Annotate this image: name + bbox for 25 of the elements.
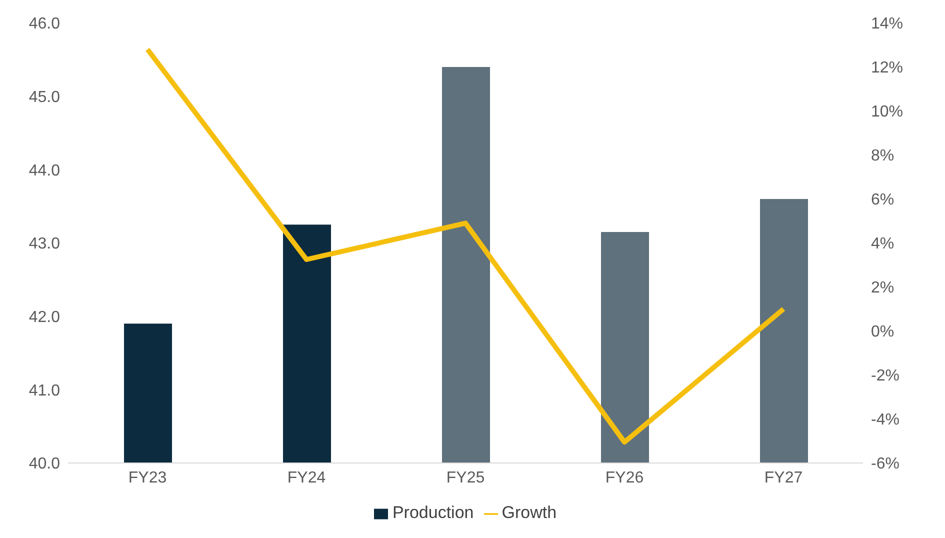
y-tick-label: 46.0 [28,16,60,33]
y-tick-label: 45.0 [28,89,60,106]
y-tick-label: 43.0 [28,236,60,253]
y2-tick-label: 8% [871,148,894,165]
y-tick-label: 41.0 [28,382,60,400]
y-tick-label: 40.0 [28,456,60,473]
y2-tick-label: 12% [871,60,904,77]
y2-tick-label: 6% [871,192,894,209]
x-tick-label: FY26 [605,469,644,486]
legend-label: Growth [502,503,557,522]
x-tick-label: FY24 [287,469,326,486]
x-tick-label: FY23 [128,469,167,486]
y2-tick-label: 4% [871,236,894,253]
y2-tick-label: 0% [871,324,894,341]
y2-tick-label: 2% [871,280,894,297]
y2-tick-label: -6% [871,456,900,473]
y-tick-label: 44.0 [28,162,60,180]
x-tick-label: FY27 [764,469,803,486]
y2-tick-label: -2% [871,368,900,385]
y-tick-label: 42.0 [28,309,60,326]
y2-tick-label: 10% [871,104,904,121]
legend-label: Production [392,503,474,522]
x-tick-label: FY25 [446,469,485,486]
y2-tick-label: -4% [871,412,900,429]
y2-tick-label: 14% [871,16,904,33]
